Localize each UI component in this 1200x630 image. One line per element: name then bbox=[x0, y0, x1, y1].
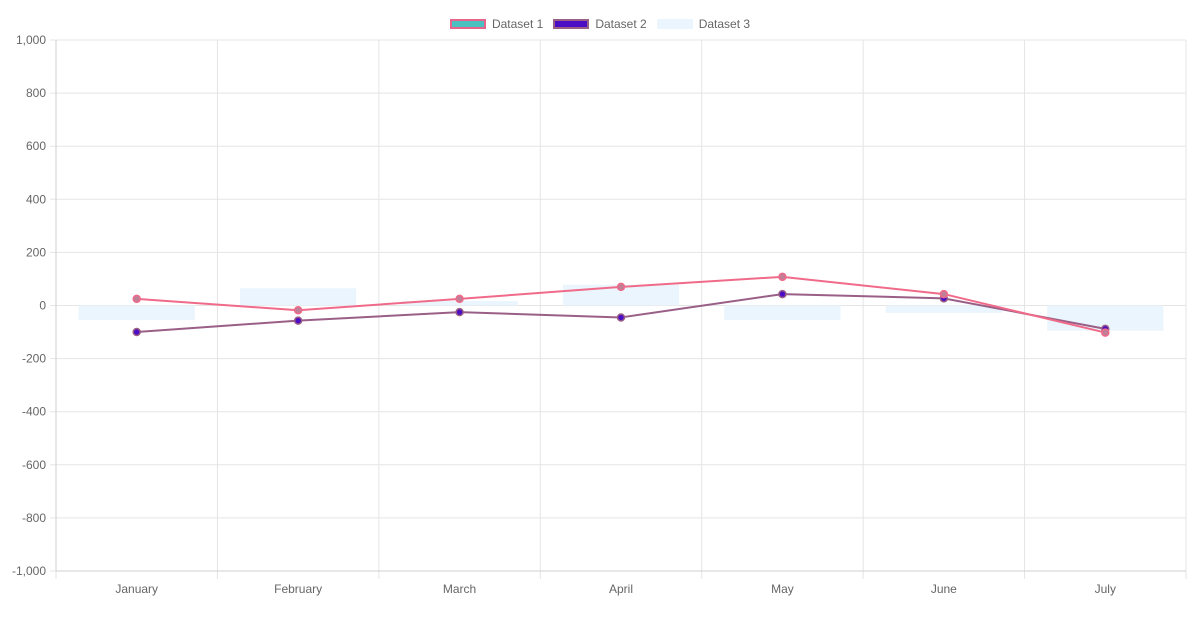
y-tick-label: -200 bbox=[22, 352, 46, 366]
y-tick-label: -1,000 bbox=[12, 564, 46, 578]
y-tick-label: 200 bbox=[26, 245, 46, 259]
legend: Dataset 1 Dataset 2 Dataset 3 bbox=[0, 16, 1200, 32]
legend-item-dataset-2[interactable]: Dataset 2 bbox=[553, 16, 647, 32]
bar-dataset-3[interactable] bbox=[78, 305, 195, 321]
bar-dataset-3[interactable] bbox=[724, 305, 841, 321]
y-tick-label: 800 bbox=[26, 86, 46, 100]
y-tick-label: 0 bbox=[39, 299, 46, 313]
x-tick-label: March bbox=[443, 582, 476, 596]
data-point-dataset-2[interactable] bbox=[132, 327, 141, 337]
legend-swatch-dataset-2 bbox=[553, 19, 590, 29]
x-tick-label: February bbox=[274, 582, 322, 596]
data-point-dataset-1[interactable] bbox=[1101, 328, 1110, 337]
data-point-dataset-1[interactable] bbox=[939, 289, 949, 299]
x-tick-label: July bbox=[1095, 582, 1116, 596]
bar-dataset-3[interactable] bbox=[240, 288, 357, 306]
y-tick-label: 600 bbox=[26, 139, 46, 153]
legend-swatch-dataset-1 bbox=[449, 19, 486, 29]
legend-label-dataset-3: Dataset 3 bbox=[698, 17, 751, 31]
bar-dataset-3[interactable] bbox=[401, 300, 518, 306]
y-tick-label: -800 bbox=[22, 511, 46, 525]
x-tick-label: May bbox=[771, 582, 794, 596]
legend-swatch-dataset-3 bbox=[656, 19, 693, 29]
legend-item-dataset-1[interactable]: Dataset 1 bbox=[449, 16, 544, 32]
legend-item-dataset-3[interactable]: Dataset 3 bbox=[656, 16, 751, 32]
data-point-dataset-1[interactable] bbox=[132, 294, 141, 304]
legend-label-dataset-2: Dataset 2 bbox=[595, 17, 647, 31]
legend-label-dataset-1: Dataset 1 bbox=[491, 17, 544, 31]
data-point-dataset-1[interactable] bbox=[293, 306, 303, 315]
data-point-dataset-1[interactable] bbox=[616, 282, 626, 292]
data-point-dataset-1[interactable] bbox=[455, 294, 464, 304]
data-point-dataset-2[interactable] bbox=[616, 313, 626, 322]
y-tick-label: 1,000 bbox=[16, 33, 46, 47]
y-tick-label: -400 bbox=[22, 405, 46, 419]
grid-lines bbox=[50, 39, 1187, 579]
bar-dataset-3[interactable] bbox=[885, 305, 1002, 313]
x-tick-label: April bbox=[609, 582, 633, 596]
x-tick-label: January bbox=[115, 582, 158, 596]
data-point-dataset-1[interactable] bbox=[778, 272, 787, 282]
x-tick-label: June bbox=[931, 582, 957, 596]
data-point-dataset-2[interactable] bbox=[293, 316, 303, 325]
y-tick-label: -600 bbox=[22, 458, 46, 472]
data-point-dataset-2[interactable] bbox=[778, 289, 787, 299]
y-tick-label: 400 bbox=[26, 192, 46, 206]
data-point-dataset-2[interactable] bbox=[455, 307, 464, 317]
